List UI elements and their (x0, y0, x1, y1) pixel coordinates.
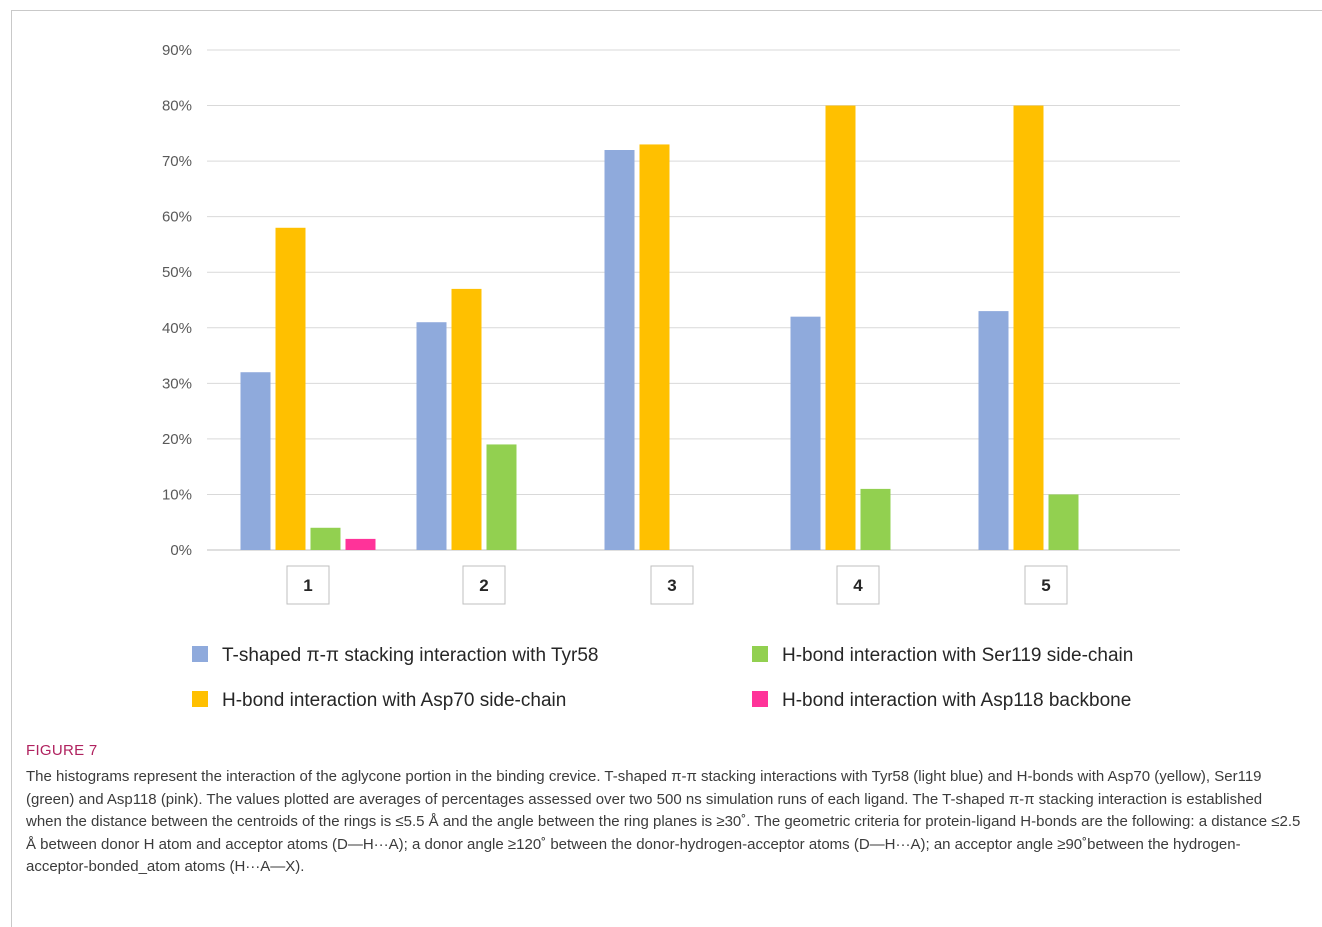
x-tick-label: 5 (1041, 576, 1050, 595)
legend-swatch (752, 646, 768, 662)
legend-label: H-bond interaction with Asp118 backbone (782, 690, 1131, 711)
category-box (836, 565, 880, 605)
y-tick-label: 30% (162, 375, 192, 392)
x-tick-label: 4 (853, 576, 863, 595)
legend-label: T-shaped π-π stacking interaction with T… (222, 645, 598, 666)
category-box (462, 565, 506, 605)
y-tick-label: 80% (162, 98, 192, 115)
bar (451, 288, 482, 550)
bar (860, 488, 891, 550)
y-tick-label: 0% (170, 542, 192, 559)
bar (275, 227, 306, 550)
bar (486, 444, 517, 550)
x-tick-label: 2 (479, 576, 488, 595)
y-tick-label: 40% (162, 320, 192, 337)
category-box (650, 565, 694, 605)
y-tick-label: 70% (162, 153, 192, 170)
legend-label: H-bond interaction with Asp70 side-chain (222, 690, 566, 711)
legend-label: H-bond interaction with Ser119 side-chai… (782, 645, 1133, 666)
x-tick-label: 1 (303, 576, 312, 595)
bar (978, 311, 1009, 550)
bar (604, 150, 635, 550)
bar (639, 144, 670, 550)
bar (1013, 105, 1044, 551)
bar (345, 538, 376, 550)
bar (825, 105, 856, 551)
legend-swatch (192, 691, 208, 707)
y-tick-label: 90% (162, 42, 192, 59)
category-box (286, 565, 330, 605)
bar (240, 372, 271, 550)
legend-swatch (192, 646, 208, 662)
x-tick-label: 3 (667, 576, 676, 595)
bar-chart: 0% 10% 20% 30% 40% 50% 60% 70% 80% 90% 1 2 3 4 5 T-shap… (162, 42, 1180, 711)
y-tick-label: 50% (162, 264, 192, 281)
bar (416, 322, 447, 550)
bar (310, 527, 341, 550)
bar (1048, 494, 1079, 550)
y-tick-label: 10% (162, 486, 192, 503)
figure-caption: The histograms represent the interaction… (26, 768, 1301, 875)
figure-label: FIGURE 7 (26, 742, 98, 759)
bar (790, 316, 821, 550)
y-tick-label: 20% (162, 431, 192, 448)
category-box (1024, 565, 1068, 605)
y-tick-label: 60% (162, 209, 192, 226)
legend-swatch (752, 691, 768, 707)
figure-frame (11, 10, 1322, 927)
